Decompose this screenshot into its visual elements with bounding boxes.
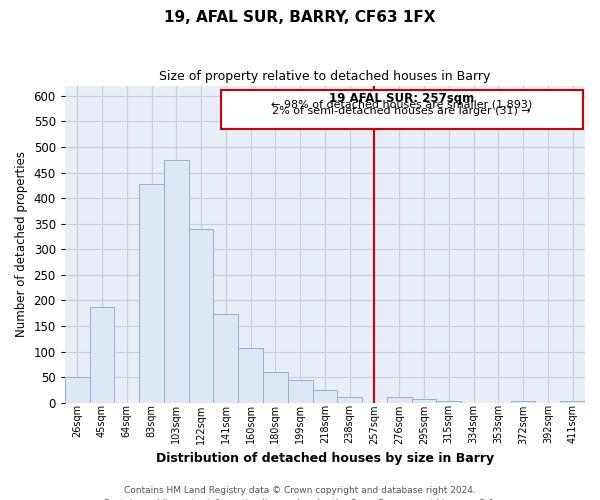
Bar bbox=[288, 380, 313, 403]
Bar bbox=[238, 348, 263, 403]
Bar bbox=[65, 377, 89, 403]
Bar bbox=[412, 399, 436, 403]
Bar bbox=[214, 314, 238, 403]
X-axis label: Distribution of detached houses by size in Barry: Distribution of detached houses by size … bbox=[156, 452, 494, 465]
Bar bbox=[89, 306, 115, 403]
Title: Size of property relative to detached houses in Barry: Size of property relative to detached ho… bbox=[159, 70, 491, 83]
Bar bbox=[337, 397, 362, 403]
Bar bbox=[387, 397, 412, 403]
Text: Contains public sector information licensed under the Open Government Licence v3: Contains public sector information licen… bbox=[103, 498, 497, 500]
Bar bbox=[139, 184, 164, 403]
Text: ← 98% of detached houses are smaller (1,893): ← 98% of detached houses are smaller (1,… bbox=[271, 100, 532, 110]
Bar bbox=[511, 401, 535, 403]
Bar bbox=[263, 372, 288, 403]
Text: Contains HM Land Registry data © Crown copyright and database right 2024.: Contains HM Land Registry data © Crown c… bbox=[124, 486, 476, 495]
Bar bbox=[188, 229, 214, 403]
Bar bbox=[164, 160, 188, 403]
Text: 19 AFAL SUR: 257sqm: 19 AFAL SUR: 257sqm bbox=[329, 92, 475, 105]
Text: 2% of semi-detached houses are larger (31) →: 2% of semi-detached houses are larger (3… bbox=[272, 106, 531, 116]
Text: 19, AFAL SUR, BARRY, CF63 1FX: 19, AFAL SUR, BARRY, CF63 1FX bbox=[164, 10, 436, 25]
Bar bbox=[436, 401, 461, 403]
Bar bbox=[560, 401, 585, 403]
Bar bbox=[313, 390, 337, 403]
Bar bbox=[221, 90, 583, 129]
Y-axis label: Number of detached properties: Number of detached properties bbox=[15, 151, 28, 337]
